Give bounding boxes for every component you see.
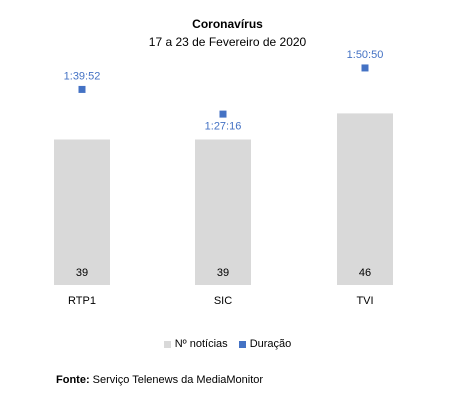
- duration-marker: [219, 110, 227, 118]
- source-prefix: Fonte:: [56, 374, 90, 386]
- duration-marker: [78, 85, 86, 93]
- bar-value-label: 46: [359, 267, 371, 279]
- legend-swatch-duration: [238, 340, 246, 348]
- bar-value-label: 39: [76, 267, 88, 279]
- bar-tvi: [337, 113, 393, 286]
- legend-item-duration: Duração: [238, 338, 292, 350]
- chart-subtitle: 17 a 23 de Fevereiro de 2020: [148, 35, 307, 49]
- legend-label-count: Nº notícias: [174, 338, 228, 350]
- bar-sic: [195, 139, 251, 285]
- legend-item-count: Nº notícias: [163, 338, 228, 350]
- bar-rtp1: [54, 139, 110, 285]
- x-tick-label: SIC: [214, 295, 232, 307]
- chart-legend: Nº notícias Duração: [0, 338, 455, 351]
- x-tick-label: TVI: [356, 295, 373, 307]
- legend-label-duration: Duração: [249, 338, 292, 350]
- source-text: Serviço Telenews da MediaMonitor: [92, 374, 264, 386]
- duration-label: 1:39:52: [64, 70, 101, 82]
- chart-plot: 39 1:39:52 RTP1 39 1:27:16 SIC 46 1:50:50 TVI: [54, 49, 393, 307]
- x-tick-label: RTP1: [68, 295, 96, 307]
- chart-title: Coronavírus: [192, 17, 263, 31]
- legend-swatch-count: [163, 340, 171, 348]
- bar-value-label: 39: [217, 267, 229, 279]
- duration-label: 1:50:50: [347, 49, 384, 61]
- duration-marker: [361, 64, 369, 72]
- source-note: Fonte: Serviço Telenews da MediaMonitor: [56, 374, 263, 386]
- duration-label: 1:27:16: [205, 121, 242, 133]
